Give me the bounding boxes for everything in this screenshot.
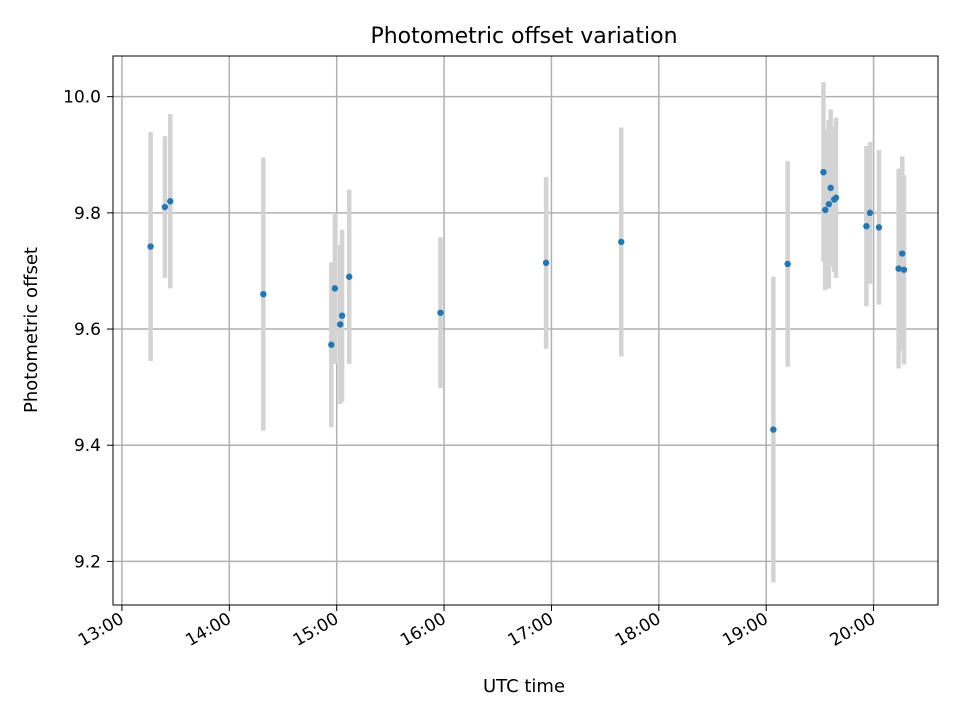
chart-title: Photometric offset variation <box>370 24 677 49</box>
data-point <box>895 265 902 272</box>
data-point <box>825 200 833 208</box>
data-point <box>820 168 827 176</box>
data-point <box>863 223 870 230</box>
y-tick-label: 9.8 <box>74 204 101 224</box>
x-axis-label: UTC time <box>483 676 565 697</box>
data-point <box>161 203 169 211</box>
data-point <box>770 426 777 433</box>
grid-lines <box>113 56 938 605</box>
data-point <box>822 206 829 214</box>
data-point <box>147 243 154 250</box>
data-point <box>866 209 874 217</box>
data-point <box>331 285 339 292</box>
data-points <box>147 168 908 433</box>
data-point <box>900 266 908 273</box>
data-point <box>328 341 335 348</box>
y-tick-label: 9.2 <box>74 552 101 572</box>
data-point <box>542 259 550 267</box>
plot-frame <box>112 55 939 606</box>
y-axis-label: Photometric offset <box>21 247 42 413</box>
data-point <box>784 260 791 268</box>
data-point <box>260 290 267 298</box>
data-point <box>827 184 834 192</box>
data-point <box>618 238 625 246</box>
data-point <box>875 224 883 231</box>
data-point <box>338 312 346 319</box>
data-point <box>832 194 840 201</box>
data-point <box>899 250 906 257</box>
data-point <box>337 321 344 328</box>
y-tick-label: 9.4 <box>74 436 101 456</box>
y-tick-label: 10.0 <box>63 88 101 108</box>
y-tick-label: 9.6 <box>74 320 101 340</box>
data-point <box>437 309 444 316</box>
data-point <box>346 273 353 280</box>
data-point <box>167 198 174 205</box>
